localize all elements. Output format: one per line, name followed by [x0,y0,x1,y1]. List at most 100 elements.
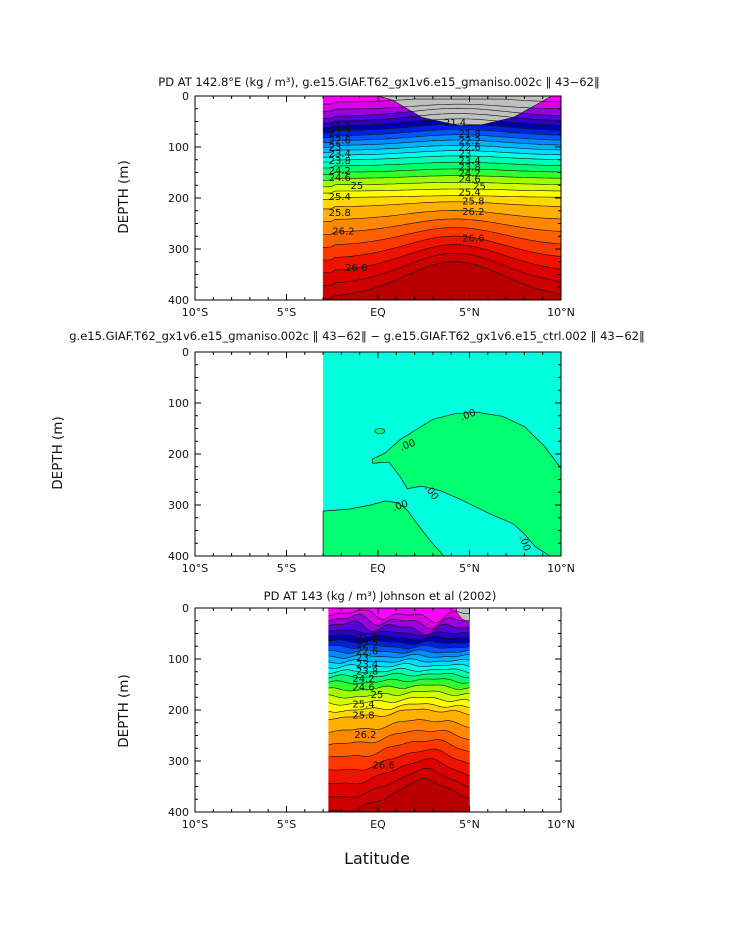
panel-bottom-contour-label: 23.8 [356,667,378,678]
panel-top-contour-label: 23.4 [329,149,351,160]
panel-top-contour-label: 25.4 [329,192,351,203]
panel-top-contour [323,244,562,274]
panel-top-contour [323,168,562,175]
panel-bottom-contour [328,629,470,637]
panel-top-contour-label: 22.2 [329,129,351,140]
panel-bottom-contour [328,690,470,699]
panel-bottom-contour-lines [328,609,470,812]
panel-top-contour [323,195,562,200]
panel-top-contour-label: 24.2 [329,166,351,177]
panel-bottom-y-tick-label: 100 [168,653,189,666]
x-axis-label: Latitude [344,849,410,868]
panel-bottom-contour [328,767,470,798]
panel-top-contour [323,150,562,158]
panel-bottom-x-tick-label: 5°S [277,818,296,831]
panel-bottom-contour [328,703,470,713]
panel-top-contour-label: 24.2 [459,169,481,180]
panel-bottom-y-tick-label: 400 [168,806,189,819]
panel-top-contour-label: 23 [329,143,342,154]
panel-bottom-contour [328,658,470,664]
panel-top-contour-label: 23.8 [459,162,481,173]
panel-bottom-contour [328,644,470,650]
panel-bottom-contour [328,778,470,812]
panel-top-contour-label: 24.6 [459,175,481,186]
panel-top-contour-label: 25.8 [462,197,484,208]
panel-bottom-x-tick-label: EQ [370,818,386,831]
panel-bottom-contour-label: 24.6 [352,683,374,694]
panel-top-contour [323,129,562,139]
panel-top-contour-label: 26.6 [345,263,367,274]
panel-top-contour [323,103,562,112]
panel-top-contour [323,209,562,222]
panel-top-x-tick-label: 10°N [547,306,575,319]
panel-middle-small-contour [374,428,386,434]
panel-bottom-contour [328,620,470,636]
panel-bottom-x-tick-label: 10°S [182,818,208,831]
panel-top-x-tick-label: EQ [370,306,386,319]
panel-top-density: PD AT 142.8°E (kg / m³), g.e15.GIAF.T62_… [116,75,600,319]
panel-bottom-y-tick-label: 200 [168,704,189,717]
panel-top-y-tick-label: 100 [168,141,189,154]
panel-bottom-contour [328,653,470,659]
panel-top-y-tick-label: 0 [182,90,189,103]
panel-top-contour [323,134,562,143]
panel-top-y-label: DEPTH (m) [116,160,132,233]
panel-top-contour [323,175,562,181]
panel-middle-y-label: DEPTH (m) [50,416,66,489]
panel-bottom-contour [328,719,470,733]
panel-bottom-x-tick-label: 5°N [459,818,480,831]
panel-bottom-contour [328,758,470,785]
panel-top-contour-labels: 21.822.222.62323.423.824.224.62525.425.8… [329,118,486,274]
panel-top-y-tick-label: 300 [168,243,189,256]
panel-middle-x-tick-label: 10°S [182,562,208,575]
panel-top-contour [323,227,562,248]
panel-middle-y-tick-label: 0 [182,346,189,359]
panel-top-x-tick-label: 5°N [459,306,480,319]
panel-bottom-contour [328,639,470,645]
panel-top-contour-label: 22.6 [329,135,351,146]
panel-middle-difference-fills [322,352,562,557]
panel-top-contour [323,118,562,129]
panel-top-contour-label: 25 [351,181,364,192]
panel-bottom-axes: 10°S 5°S EQ 5°N 10°N 0 100 200 300 400 [168,602,575,831]
panel-top-contour-label: 21.8 [329,121,351,132]
panel-bottom-contour [328,684,470,692]
panel-top-contour [323,145,562,153]
panel-bottom-title: PD AT 143 (kg / m³) Johnson et al (2002) [264,589,497,603]
panel-bottom-contour [328,696,470,706]
panel-middle-contour-label: .00 [391,498,410,514]
panel-middle-x-tick-label: 5°S [277,562,296,575]
panel-top-x-tick-label: 5°S [277,306,296,319]
panel-top-x-tick-label: 10°S [182,306,208,319]
panel-bottom-y-label: DEPTH (m) [116,674,132,747]
panel-top-contour-label: 26.2 [332,227,354,238]
panel-top-contour [323,252,562,286]
panel-top-contour [323,235,562,261]
panel-bottom-contour [328,739,470,758]
panel-bottom-contour-label: 24.2 [352,674,374,685]
panel-top-contour-label: 23 [459,149,472,160]
panel-bottom-contour [328,667,470,674]
panel-middle-contour-lines [374,428,386,434]
panel-bottom-contour-label: 22.6 [356,646,378,657]
panel-top-contour-label: 26.6 [462,233,484,244]
panel-bottom-contour-label: 25.4 [352,699,374,710]
panel-top-contour-label: 23.8 [329,156,351,167]
panel-top-contour [323,107,562,119]
panel-top-contour [323,123,562,134]
panel-top-title: PD AT 142.8°E (kg / m³), g.e15.GIAF.T62_… [158,75,599,89]
panel-top-contour [323,261,562,299]
panel-top-contour [323,98,562,105]
panel-bottom-contour [328,613,470,630]
panel-bottom-contour-label: 25.8 [352,711,374,722]
panel-top-contour-label: 22.2 [459,136,481,147]
panel-bottom-contour-label: 26.2 [354,730,376,741]
panel-bottom-x-tick-label: 10°N [547,818,575,831]
panel-top-contour [323,201,562,210]
panel-bottom-contour [328,748,470,771]
panel-middle-difference: g.e15.GIAF.T62_gx1v6.e15_gmaniso.002c ‖ … [50,329,645,575]
panel-bottom-contour [328,729,470,746]
panel-middle-x-tick-label: 5°N [459,562,480,575]
panel-top-contour [323,113,562,124]
panel-top-contour [323,155,562,163]
